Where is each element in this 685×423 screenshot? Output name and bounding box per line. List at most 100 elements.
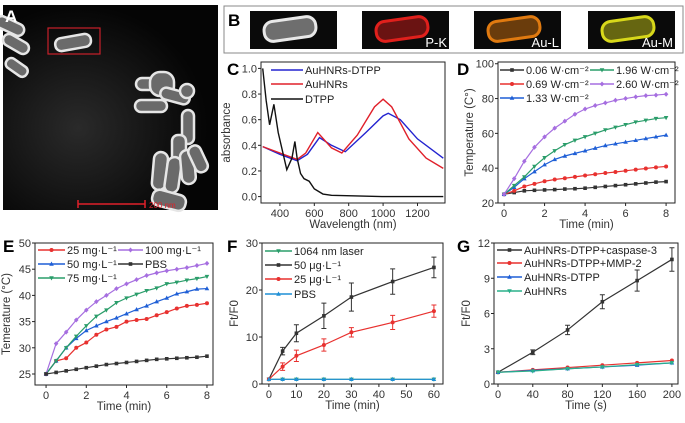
data-point — [592, 145, 598, 150]
chart-panel-f: F 1064 nm laser 50 μg·L⁻¹ 25 μg·L⁻¹ PBS 0 10 20… — [227, 237, 444, 412]
data-point — [53, 341, 59, 347]
x-tick-label: 40 — [373, 389, 385, 401]
legend-entry: 1.33 W·cm⁻² — [500, 93, 589, 105]
legend-entry: 100 mg·L⁻¹ — [118, 245, 201, 257]
data-point — [653, 134, 659, 139]
legend-label: 0.06 W·cm⁻² — [526, 65, 589, 77]
chart-panel-c: C AuHNRs-DTPP AuHNRs DTPP 400 600 800 1000 1200 0… — [221, 60, 446, 231]
series-line — [262, 112, 444, 162]
data-point — [532, 188, 537, 193]
plot-frame — [261, 242, 444, 385]
data-point — [507, 289, 512, 294]
data-point — [669, 361, 675, 366]
data-point — [542, 156, 547, 161]
data-point — [633, 120, 639, 125]
legend-entry: DTPP — [271, 94, 334, 106]
data-point — [592, 103, 598, 109]
legend-entry: AuHNRs-DTPP+caspase-3 — [497, 245, 657, 257]
data-point — [194, 263, 200, 269]
data-point — [582, 148, 588, 153]
data-point — [44, 372, 48, 376]
data-point — [643, 166, 648, 171]
data-point — [552, 177, 557, 182]
series-0 — [262, 112, 444, 162]
x-tick-label: 8 — [663, 208, 669, 220]
data-point — [507, 248, 512, 252]
x-tick-label: 400 — [271, 208, 289, 220]
data-point — [104, 292, 109, 298]
legend-entry: PBS — [265, 289, 316, 301]
data-point — [552, 156, 558, 162]
data-point — [552, 187, 557, 192]
legend-label: 100 mg·L⁻¹ — [145, 245, 201, 257]
data-point — [600, 299, 605, 304]
data-point — [664, 164, 669, 169]
series-1 — [267, 256, 437, 382]
data-point — [511, 183, 517, 189]
plot-frame — [260, 61, 446, 204]
data-point — [63, 346, 69, 351]
series-3 — [495, 361, 675, 375]
data-point — [507, 261, 512, 265]
data-point — [154, 286, 159, 291]
data-point — [542, 179, 547, 184]
data-point — [104, 362, 109, 367]
legend-entry: 1064 nm laser — [265, 246, 364, 258]
data-point — [542, 162, 547, 167]
legend-label: 1064 nm laser — [294, 246, 364, 258]
legend-label: 75 mg·L⁻¹ — [67, 273, 117, 285]
y-tick-label: 0.6 — [242, 115, 257, 127]
data-point — [154, 357, 159, 362]
data-point — [204, 286, 210, 291]
data-point — [507, 274, 512, 279]
legend-label: 25 mg·L⁻¹ — [67, 245, 117, 257]
y-tick-label: 3 — [484, 344, 490, 356]
y-tick-label: 0.4 — [242, 140, 257, 152]
data-point — [592, 131, 598, 136]
x-tick-label: 8 — [204, 390, 210, 402]
data-point — [633, 182, 638, 186]
data-point — [205, 354, 209, 358]
data-point — [653, 165, 658, 170]
data-point — [104, 308, 109, 313]
legend-entry: 25 mg·L⁻¹ — [38, 245, 117, 257]
legend-label: PBS — [145, 259, 167, 271]
legend-entry: 0.69 W·cm⁻² — [500, 79, 589, 91]
data-point — [532, 144, 537, 150]
x-tick-label: 2 — [542, 208, 548, 220]
data-point — [184, 278, 190, 283]
y-tick-label: 60 — [482, 128, 494, 140]
y-tick-label: 20 — [246, 285, 258, 297]
data-point — [603, 128, 608, 133]
data-point — [124, 296, 129, 301]
data-point — [134, 359, 139, 364]
data-point — [562, 118, 568, 124]
data-point — [204, 260, 210, 266]
series-line — [45, 355, 208, 375]
series-line — [268, 310, 435, 380]
scale-bar-label: 200 nm — [149, 201, 176, 210]
x-tick-label: 50 — [400, 389, 412, 401]
series-line — [262, 98, 444, 169]
y-tick-label: 30 — [19, 343, 31, 355]
data-point — [599, 68, 605, 73]
y-tick-label: 12 — [478, 238, 490, 250]
data-point — [154, 270, 159, 276]
y-tick-label: 0 — [252, 379, 258, 391]
x-tick-label: 6 — [164, 390, 170, 402]
data-point — [164, 282, 170, 287]
data-point — [653, 116, 659, 122]
legend-entry: AuHNRs — [271, 79, 348, 91]
x-axis-label: Time (min) — [97, 401, 152, 413]
legend-entry: 50 mg·L⁻¹ — [38, 259, 117, 271]
series-3 — [501, 116, 669, 197]
data-point — [582, 106, 588, 112]
element-label: Au-M — [642, 35, 673, 50]
series-2 — [262, 68, 444, 198]
data-point — [613, 183, 618, 188]
x-tick-label: 6 — [623, 208, 629, 220]
data-point — [54, 370, 58, 375]
data-point — [572, 111, 578, 117]
data-point — [124, 360, 129, 365]
data-point — [565, 367, 570, 372]
